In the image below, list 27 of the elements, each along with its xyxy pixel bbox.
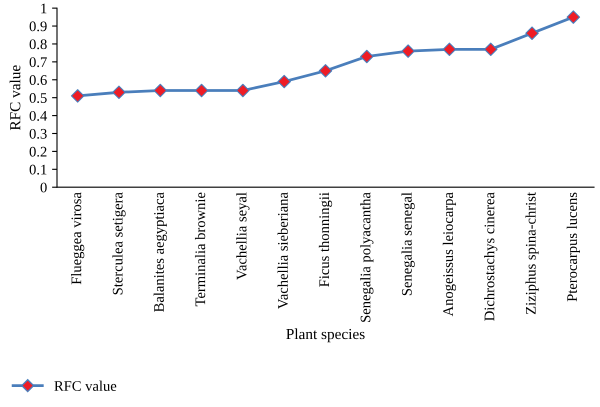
y-tick-label: 0.9 bbox=[30, 21, 47, 32]
y-tick-label: 0.2 bbox=[30, 146, 46, 157]
x-tick-label: Balanites aegyptiaca bbox=[154, 192, 167, 312]
x-axis-title: Plant species bbox=[286, 328, 365, 342]
x-tick-label: Ficus thonningii bbox=[318, 192, 332, 287]
y-tick-label: 0.1 bbox=[30, 164, 46, 175]
y-tick-label: 0 bbox=[40, 182, 47, 192]
legend-label: RFC value bbox=[54, 380, 116, 391]
y-tick-label: 0.5 bbox=[30, 93, 47, 103]
x-tick-label: Ziziphus spina-christ bbox=[525, 192, 539, 314]
x-tick-label: Senegalia senegal bbox=[401, 192, 415, 296]
x-tick-label: Dichrostachys cinerea bbox=[484, 192, 498, 321]
x-tick-label: Vachellia seyal bbox=[236, 192, 250, 280]
y-tick-label: 1 bbox=[41, 4, 46, 14]
y-tick-label: 0.3 bbox=[30, 128, 47, 139]
y-tick-label: 0.6 bbox=[30, 75, 47, 86]
x-tick-label: Senegalia polyacantha bbox=[360, 192, 374, 322]
x-tick-label: Pterocarpus lucens bbox=[566, 192, 580, 302]
x-tick-label: Terminalia brownie bbox=[194, 192, 206, 306]
y-tick-label: 0.8 bbox=[30, 39, 47, 50]
y-tick-label: 0.4 bbox=[30, 110, 48, 121]
x-tick-label: Flueggea virosa bbox=[71, 192, 84, 284]
x-tick-label: Vachellia sieberiana bbox=[278, 192, 288, 309]
y-tick-label: 0.7 bbox=[30, 57, 47, 68]
x-tick-label: Sterculea setigera bbox=[112, 192, 126, 294]
y-axis-title: RFC value bbox=[10, 65, 20, 130]
x-tick-label: Anogeissus leiocarpa bbox=[442, 192, 456, 316]
